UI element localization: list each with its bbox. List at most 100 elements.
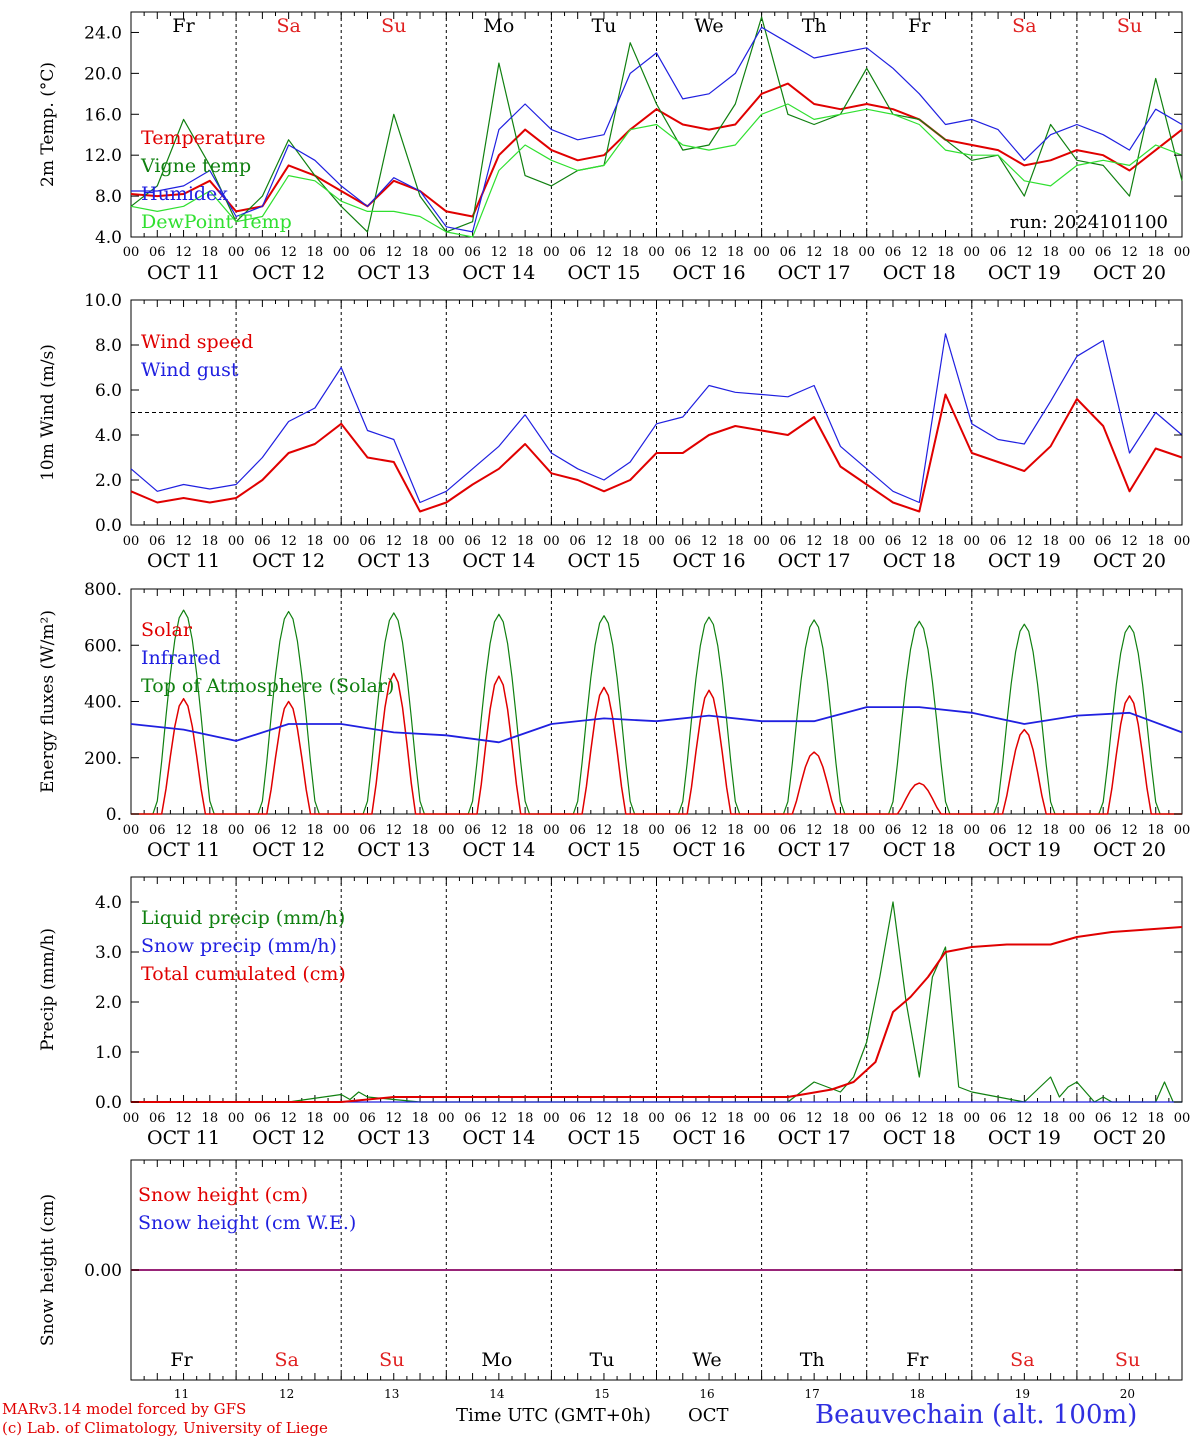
hour-tick-label: 18: [1147, 823, 1164, 838]
date-label: OCT 15: [567, 1127, 640, 1149]
hour-tick-label: 18: [412, 534, 429, 549]
hour-tick-label: 12: [701, 823, 718, 838]
hour-tick-label: 18: [1042, 534, 1059, 549]
day-name: We: [692, 1349, 721, 1371]
hour-tick-label: 00: [964, 245, 981, 260]
y-tick-label: 4.0: [95, 893, 122, 913]
hour-tick-label: 06: [464, 823, 481, 838]
y-tick-label: 1.0: [95, 1043, 122, 1063]
day-number: 14: [489, 1387, 505, 1401]
hour-tick-label: 18: [727, 245, 744, 260]
hour-tick-label: 12: [175, 1111, 192, 1126]
date-label: OCT 11: [147, 550, 220, 572]
day-name: Fr: [908, 15, 931, 37]
hour-tick-label: 06: [675, 534, 692, 549]
model-credit: MARv3.14 model forced by GFS: [2, 1400, 247, 1418]
lab-credit: (c) Lab. of Climatology, University of L…: [2, 1419, 328, 1437]
hour-tick-label: 12: [1121, 1111, 1138, 1126]
day-number: 20: [1120, 1387, 1135, 1401]
date-label: OCT 14: [462, 550, 535, 572]
day-name: Fr: [906, 1349, 929, 1371]
hour-tick-label: 00: [333, 823, 350, 838]
hour-tick-label: 06: [1095, 245, 1112, 260]
y-tick-label: 800.: [84, 580, 122, 600]
hour-tick-label: 06: [885, 823, 902, 838]
hour-tick-label: 00: [543, 1111, 560, 1126]
hour-tick-label: 06: [359, 823, 376, 838]
day-number: 11: [174, 1387, 189, 1401]
hour-tick-label: 06: [254, 1111, 271, 1126]
legend-entry: Snow height (cm W.E.): [138, 1212, 356, 1234]
hour-tick-label: 00: [1069, 534, 1086, 549]
y-tick-label: 3.0: [95, 943, 122, 963]
y-tick-label: 24.0: [84, 23, 122, 43]
legend-entry: Solar: [141, 619, 193, 641]
date-label: OCT 11: [147, 1127, 220, 1149]
date-label: OCT 17: [778, 262, 851, 284]
hour-tick-label: 18: [307, 1111, 324, 1126]
hour-tick-label: 18: [202, 823, 219, 838]
hour-tick-label: 12: [1016, 534, 1033, 549]
date-label: OCT 13: [357, 550, 430, 572]
hour-tick-label: 00: [438, 1111, 455, 1126]
series-line: [130, 103, 1183, 238]
hour-tick-label: 06: [464, 534, 481, 549]
date-label: OCT 14: [462, 262, 535, 284]
month-label: OCT: [688, 1405, 729, 1426]
series-line: [130, 333, 1183, 504]
day-name: Sa: [276, 15, 300, 37]
hour-tick-label: 06: [990, 1111, 1007, 1126]
hour-tick-label: 12: [385, 245, 402, 260]
hour-tick-label: 06: [1095, 823, 1112, 838]
hour-tick-label: 12: [175, 534, 192, 549]
y-tick-label: 4.0: [95, 228, 122, 248]
hour-tick-label: 06: [990, 245, 1007, 260]
y-tick-label: 2.0: [95, 471, 122, 491]
y-tick-label: 0.: [106, 805, 122, 825]
hour-tick-label: 00: [648, 534, 665, 549]
date-label: OCT 18: [883, 839, 956, 861]
day-name: Su: [381, 15, 406, 37]
hour-tick-label: 00: [1174, 534, 1191, 549]
hour-tick-label: 12: [806, 1111, 823, 1126]
series-line: [130, 16, 1183, 233]
hour-tick-label: 00: [438, 245, 455, 260]
hour-tick-label: 18: [1042, 245, 1059, 260]
hour-tick-label: 00: [543, 823, 560, 838]
date-label: OCT 13: [357, 262, 430, 284]
date-label: OCT 19: [988, 262, 1061, 284]
hour-tick-label: 06: [149, 245, 166, 260]
day-name: We: [694, 15, 723, 37]
hour-tick-label: 18: [832, 1111, 849, 1126]
hour-tick-label: 00: [123, 1111, 140, 1126]
hour-tick-label: 18: [517, 534, 534, 549]
day-name: Su: [379, 1349, 404, 1371]
hour-tick-label: 12: [385, 823, 402, 838]
hour-tick-label: 06: [149, 1111, 166, 1126]
hour-tick-label: 06: [885, 1111, 902, 1126]
hour-tick-label: 12: [806, 534, 823, 549]
date-label: OCT 20: [1093, 550, 1166, 572]
legend-entry: Snow height (cm): [138, 1184, 308, 1206]
hour-tick-label: 06: [675, 823, 692, 838]
series-line: [131, 26, 1183, 233]
hour-tick-label: 00: [228, 534, 245, 549]
hour-tick-label: 12: [596, 823, 613, 838]
hour-tick-label: 12: [596, 245, 613, 260]
date-label: OCT 17: [778, 550, 851, 572]
hour-tick-label: 18: [307, 823, 324, 838]
hour-tick-label: 00: [753, 245, 770, 260]
hour-tick-label: 18: [622, 1111, 639, 1126]
hour-tick-label: 18: [202, 1111, 219, 1126]
hour-tick-label: 18: [622, 534, 639, 549]
hour-tick-label: 18: [412, 823, 429, 838]
hour-tick-label: 06: [359, 534, 376, 549]
wind-ylabel: 10m Wind (m/s): [38, 344, 58, 481]
hour-tick-label: 18: [622, 823, 639, 838]
day-number: 17: [805, 1387, 820, 1401]
hour-tick-label: 18: [307, 245, 324, 260]
legend-entry: Humidex: [141, 183, 228, 205]
hour-tick-label: 00: [333, 245, 350, 260]
y-tick-label: 200.: [84, 749, 122, 769]
